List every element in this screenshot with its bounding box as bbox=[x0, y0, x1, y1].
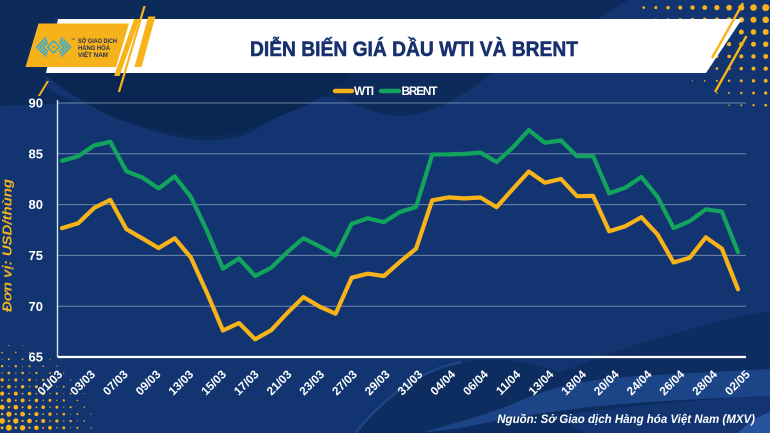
svg-text:WTI: WTI bbox=[354, 84, 374, 98]
svg-text:90: 90 bbox=[29, 96, 43, 111]
svg-text:85: 85 bbox=[29, 146, 43, 161]
svg-text:Nguồn: Sở Giao dịch Hàng hóa V: Nguồn: Sở Giao dịch Hàng hóa Việt Nam (M… bbox=[497, 414, 755, 426]
svg-text:BRENT: BRENT bbox=[402, 84, 439, 98]
svg-text:75: 75 bbox=[29, 248, 43, 263]
svg-text:VIỆT NAM: VIỆT NAM bbox=[78, 51, 108, 59]
svg-text:DIỄN BIẾN GIÁ DẦU WTI VÀ BRENT: DIỄN BIẾN GIÁ DẦU WTI VÀ BRENT bbox=[250, 35, 578, 61]
svg-text:TM: TM bbox=[71, 37, 75, 41]
svg-text:80: 80 bbox=[29, 197, 43, 212]
svg-text:HÀNG HÓA: HÀNG HÓA bbox=[78, 44, 111, 52]
svg-text:70: 70 bbox=[29, 299, 43, 314]
svg-text:65: 65 bbox=[29, 350, 43, 365]
svg-text:Đơn vị: USD/thùng: Đơn vị: USD/thùng bbox=[1, 179, 15, 312]
svg-text:SỞ GIAO DỊCH: SỞ GIAO DỊCH bbox=[78, 38, 117, 45]
